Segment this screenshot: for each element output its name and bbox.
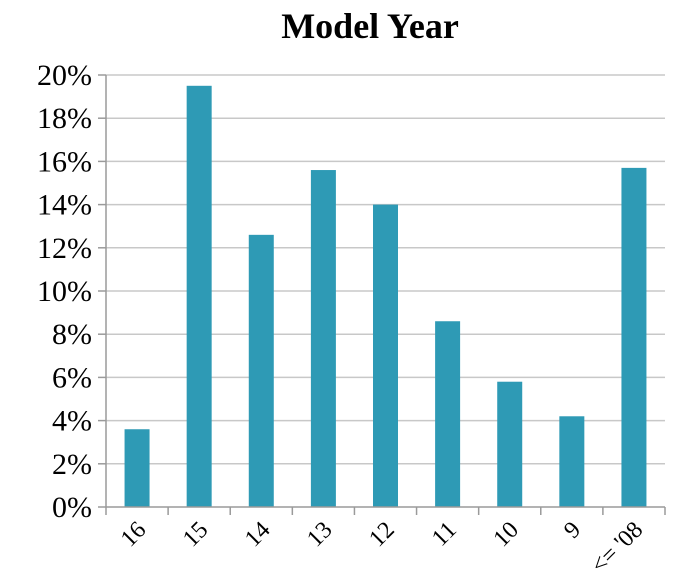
y-tick-label: 10%: [37, 275, 92, 308]
y-tick-label: 4%: [52, 405, 92, 438]
bar: [124, 429, 150, 507]
x-tick-label: 10: [489, 517, 524, 552]
y-tick-label: 12%: [37, 232, 92, 265]
y-tick-label: 20%: [37, 59, 92, 92]
y-tick-label: 18%: [37, 102, 92, 135]
x-tick-label: 15: [178, 517, 213, 552]
bar: [497, 381, 523, 507]
bar: [621, 167, 647, 507]
y-tick-labels: 0% 2% 4% 6% 8% 10% 12% 14% 16% 18% 20%: [37, 59, 92, 524]
y-tick-label: 2%: [52, 448, 92, 481]
y-tick-label: 8%: [52, 318, 92, 351]
x-tick-labels: 16 15 14 13 12 11 10 9 <= '08: [116, 517, 648, 579]
bar: [559, 416, 585, 507]
y-tick-label: 14%: [37, 189, 92, 222]
x-tick-label: 11: [427, 517, 462, 552]
bars: [124, 85, 647, 508]
y-tick-label: 16%: [37, 145, 92, 178]
axes: [98, 74, 666, 515]
x-tick-label: 12: [364, 517, 399, 552]
y-tick-label: 6%: [52, 361, 92, 394]
bar: [435, 321, 461, 507]
bar: [373, 204, 398, 507]
x-tick-label: 9: [559, 517, 586, 544]
x-tick-label: 14: [240, 517, 275, 552]
y-tick-label: 0%: [52, 491, 92, 524]
x-tick-label: 13: [302, 517, 337, 552]
chart-title: Model Year: [281, 6, 459, 46]
bar: [186, 85, 212, 508]
bar: [310, 170, 336, 508]
x-tick-label: 16: [116, 517, 151, 552]
bar: [248, 234, 274, 507]
x-tick-label: <= '08: [586, 517, 648, 579]
